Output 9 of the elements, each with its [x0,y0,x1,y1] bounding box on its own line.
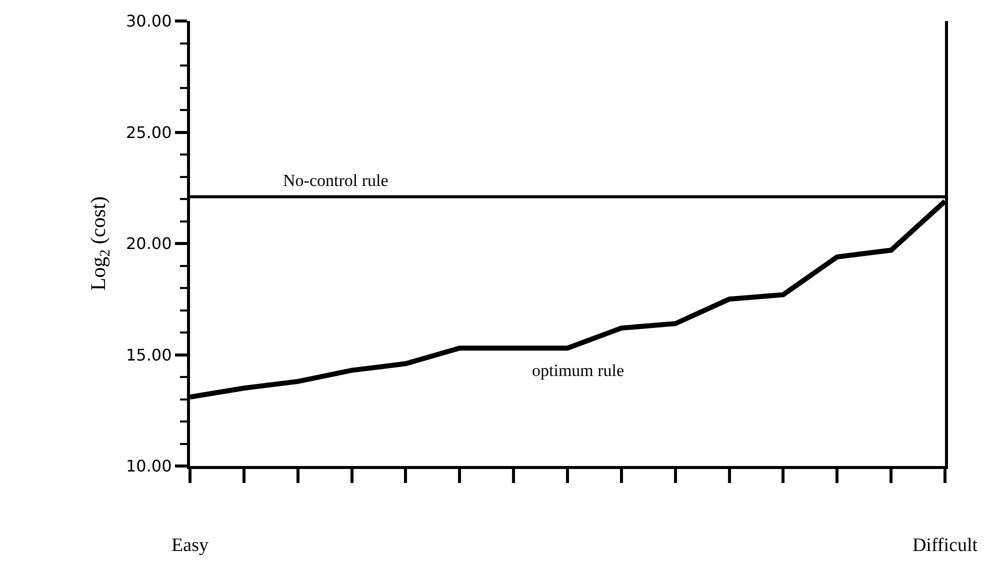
series-label: optimum rule [532,361,624,380]
ref-line-label: No-control rule [283,171,388,190]
y-tick-label: 15.00 [126,345,172,364]
y-tick-label: 20.00 [126,234,172,254]
y-tick-label: 10.00 [126,456,172,476]
y-tick-label: 25.00 [126,122,172,142]
y-tick-label: 30.00 [126,12,172,31]
x-tick-label: Easy [172,534,209,556]
x-tick-label: Difficult [912,534,978,556]
